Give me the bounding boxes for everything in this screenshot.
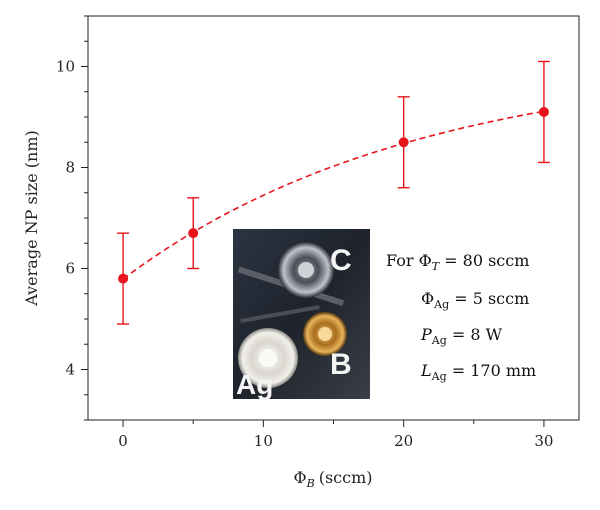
x-axis-unit: (sccm) [319, 468, 373, 487]
data-point [538, 106, 549, 117]
data-point [118, 273, 129, 284]
condition-subscript: Ag [431, 334, 447, 347]
target-c-center [298, 262, 314, 278]
condition-line: For ΦT = 80 sccm [386, 251, 529, 273]
condition-line: PAg = 8 W [420, 325, 503, 347]
condition-value: = 8 W [447, 325, 503, 344]
x-tick-label: 20 [394, 432, 413, 450]
condition-value: = 170 mm [447, 361, 537, 380]
condition-subscript: T [432, 260, 441, 273]
condition-symbol: Φ [419, 251, 432, 270]
x-axis-label: ΦB (sccm) [293, 468, 372, 490]
target-ag-center [259, 349, 277, 367]
x-tick-label: 0 [118, 432, 128, 450]
condition-prefix: For [386, 251, 419, 270]
data-points [118, 106, 549, 284]
x-axis-symbol: Φ [293, 468, 306, 487]
condition-symbol: Φ [421, 289, 434, 308]
y-axis: 4 6 8 10 [56, 15, 88, 421]
y-tick-label: 8 [65, 159, 75, 177]
photo-label-ag: Ag [236, 369, 273, 400]
y-axis-label: Average NP size (nm) [22, 130, 41, 307]
data-point [188, 228, 199, 239]
condition-subscript: Ag [433, 298, 449, 311]
x-axis: 0 10 20 30 [118, 420, 553, 450]
x-tick-label: 10 [254, 432, 273, 450]
target-b-center [318, 327, 332, 341]
condition-value: = 80 sccm [439, 251, 529, 270]
photo-label-b: B [330, 348, 352, 381]
y-tick-label: 10 [56, 58, 75, 76]
x-axis-subscript: B [306, 477, 315, 490]
inset-photo: C B Ag [233, 229, 370, 400]
data-point [398, 137, 409, 148]
condition-value: = 5 sccm [449, 289, 529, 308]
condition-symbol: L [420, 361, 432, 380]
condition-line: LAg = 170 mm [420, 361, 536, 383]
condition-line: ΦAg = 5 sccm [421, 289, 529, 311]
photo-rod [240, 305, 320, 323]
y-tick-label: 4 [65, 361, 75, 379]
photo-label-c: C [330, 244, 352, 277]
y-tick-label: 6 [65, 260, 75, 278]
condition-symbol: P [420, 325, 432, 344]
x-tick-label: 30 [534, 432, 553, 450]
condition-subscript: Ag [431, 370, 447, 383]
